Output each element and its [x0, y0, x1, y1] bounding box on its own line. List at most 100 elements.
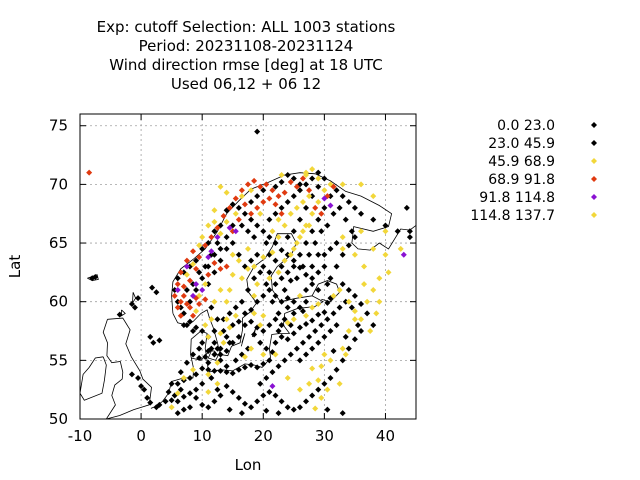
- data-point-series-0: [241, 322, 248, 329]
- data-point-series-2: [257, 322, 264, 329]
- data-point-series-2: [330, 292, 337, 299]
- legend-label: 45.9 68.9: [488, 154, 555, 170]
- data-point-series-4: [232, 228, 239, 235]
- data-point-series-0: [254, 364, 261, 371]
- data-point-series-0: [229, 339, 236, 346]
- data-point-series-0: [303, 240, 310, 247]
- data-point-series-2: [315, 198, 322, 205]
- data-point-series-0: [147, 399, 154, 406]
- data-point-series-0: [229, 370, 236, 377]
- data-point-series-1: [303, 298, 310, 305]
- data-point-series-0: [226, 339, 233, 346]
- data-point-series-3: [226, 204, 233, 211]
- data-point-series-2: [217, 286, 224, 293]
- data-point-series-3: [190, 248, 197, 255]
- data-point-series-4: [321, 195, 328, 202]
- data-point-series-0: [214, 386, 221, 393]
- data-point-series-0: [290, 175, 297, 182]
- data-point-series-1: [275, 310, 282, 317]
- data-point-series-3: [238, 187, 245, 194]
- data-point-series-5: [376, 298, 383, 305]
- data-point-series-0: [251, 331, 258, 338]
- data-point-series-0: [303, 271, 310, 278]
- data-point-series-1: [342, 298, 349, 305]
- data-point-series-0: [296, 357, 303, 364]
- data-point-series-2: [229, 271, 236, 278]
- data-point-series-1: [165, 389, 172, 396]
- data-point-series-2: [202, 281, 209, 288]
- data-point-series-2: [284, 374, 291, 381]
- y-tick-label: 55: [49, 351, 68, 369]
- data-point-series-1: [190, 351, 197, 358]
- data-point-series-0: [211, 339, 218, 346]
- data-point-series-0: [208, 374, 215, 381]
- data-point-series-0: [272, 281, 279, 288]
- data-point-series-0: [351, 292, 358, 299]
- title-line: Period: 20231108-20231124: [139, 37, 354, 55]
- data-point-series-1: [177, 369, 184, 376]
- data-point-series-2: [245, 245, 251, 252]
- data-point-series-1: [296, 304, 303, 311]
- data-point-series-0: [174, 275, 181, 282]
- data-point-series-0: [235, 204, 242, 211]
- data-point-series-1: [251, 275, 258, 282]
- data-point-series-0: [92, 274, 99, 281]
- data-point-series-2: [235, 257, 242, 264]
- data-point-series-3: [186, 304, 193, 311]
- data-point-series-2: [208, 316, 215, 323]
- data-point-series-2: [168, 404, 175, 411]
- data-point-series-3: [217, 265, 224, 272]
- data-point-series-2: [315, 301, 322, 308]
- data-point-series-0: [406, 228, 413, 235]
- data-point-series-4: [208, 248, 215, 255]
- data-point-series-0: [370, 216, 377, 223]
- data-point-series-0: [272, 292, 279, 299]
- data-point-series-0: [339, 410, 346, 417]
- data-point-series-2: [260, 312, 267, 319]
- data-point-series-0: [186, 374, 193, 381]
- y-axis-label: Lat: [6, 255, 24, 279]
- data-point-series-3: [269, 187, 276, 194]
- data-point-series-2: [306, 193, 313, 200]
- data-point-series-0: [290, 257, 297, 264]
- data-point-series-5: [318, 394, 325, 401]
- data-point-series-0: [321, 204, 328, 211]
- data-point-series-2: [281, 257, 288, 264]
- data-point-series-0: [199, 275, 206, 282]
- data-point-series-5: [205, 389, 212, 396]
- data-point-series-0: [245, 228, 251, 235]
- data-point-series-0: [345, 286, 352, 293]
- data-point-series-0: [303, 204, 310, 211]
- data-point-series-0: [254, 398, 261, 405]
- data-point-series-0: [174, 398, 181, 405]
- data-point-series-4: [226, 224, 233, 231]
- data-point-series-2: [296, 386, 303, 393]
- data-point-series-0: [211, 251, 218, 258]
- data-point-series-0: [358, 301, 365, 308]
- data-point-series-2: [351, 308, 358, 315]
- data-point-series-0: [241, 210, 248, 217]
- data-point-series-1: [190, 328, 197, 335]
- data-point-series-0: [364, 310, 371, 317]
- x-tick-label: 40: [376, 427, 395, 445]
- data-point-series-0: [211, 398, 218, 405]
- data-point-series-3: [248, 210, 255, 217]
- coastline-segment: [80, 356, 107, 401]
- data-point-series-3: [254, 204, 261, 211]
- data-point-series-5: [339, 245, 346, 252]
- x-axis-ticks: -10 0 10 20 30 40: [68, 114, 395, 445]
- data-point-series-4: [193, 281, 200, 288]
- data-point-series-0: [315, 286, 322, 293]
- data-point-series-1: [303, 181, 310, 188]
- data-point-series-2: [364, 298, 371, 305]
- data-point-series-1: [238, 298, 245, 305]
- data-point-series-1: [168, 380, 175, 387]
- data-point-series-1: [287, 277, 294, 284]
- data-point-series-2: [275, 234, 282, 241]
- data-point-series-2: [223, 298, 230, 305]
- data-point-series-0: [315, 386, 322, 393]
- data-point-series-0: [324, 281, 331, 288]
- data-point-series-1: [336, 304, 343, 311]
- data-point-series-1: [336, 204, 343, 211]
- data-point-series-1: [232, 304, 239, 311]
